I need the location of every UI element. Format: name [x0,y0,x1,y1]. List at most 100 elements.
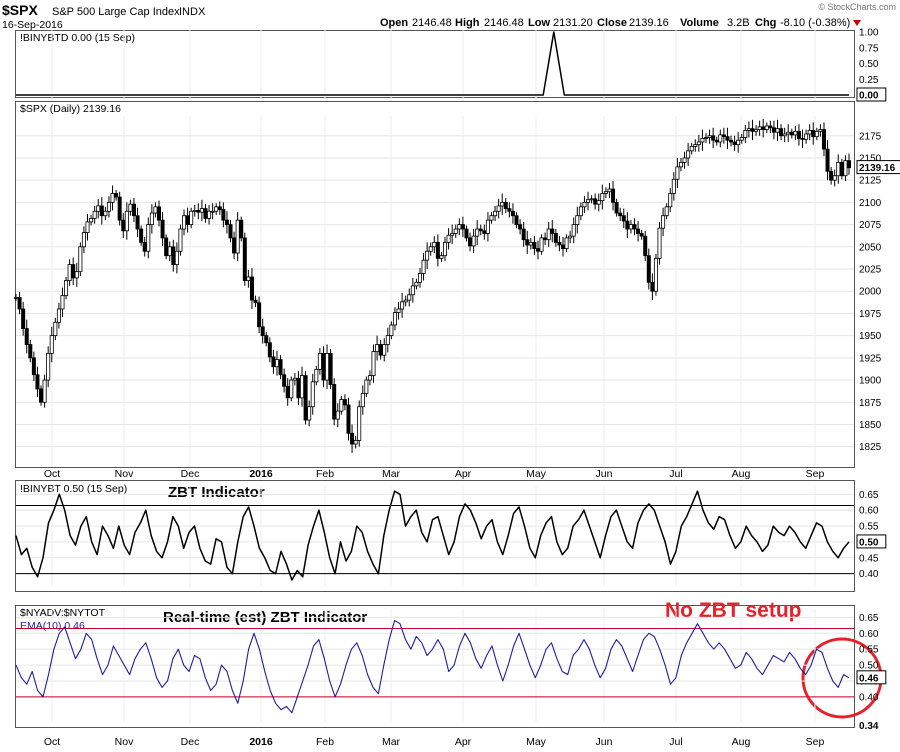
candle-body [650,281,655,292]
candle-body [550,228,555,234]
y-tick-label: 1975 [859,309,882,320]
candle-body [668,193,673,208]
legend-spx: $SPX (Daily) 2139.16 [20,103,121,115]
y-tick-label: 2025 [859,265,882,276]
candle-body [317,353,322,370]
down-arrow-icon [853,20,861,26]
candle-body [636,228,641,234]
y-tick-label: 2050 [859,242,882,253]
y-tick-label: 2175 [859,131,882,142]
candle-body [167,246,172,257]
y-tick-label: 0.60 [859,629,879,640]
candle-body [407,294,412,301]
last-value-box [856,87,887,102]
candle-body [528,241,533,246]
candle-body [782,133,787,137]
candle-body [314,368,319,383]
candle-body [217,206,222,210]
chart-date: 16-Sep-2016 [2,19,63,31]
candle-body [532,241,537,249]
candle-body [435,241,440,259]
x-tick-label: Aug [732,736,751,748]
panel-frame-spx [15,101,855,468]
chg-label: Chg [755,17,776,29]
candle-body [382,344,387,356]
candle-body [768,125,773,129]
exchange-label: INDX [179,6,206,18]
legend-zbt: !BINYBT 0.50 (15 Sep) [20,483,127,495]
last-value-box [856,670,887,685]
panel-frames [15,30,855,728]
y-tick-label: 1850 [859,420,882,431]
candle-body [35,374,40,390]
candle-body [267,342,272,358]
candle-body [239,219,244,239]
y-tick-label: 1925 [859,353,882,364]
candle-body [743,130,748,138]
candle-body [478,228,483,232]
candle-body [121,219,126,232]
candle-body [106,201,111,212]
low-value: 2131.20 [553,17,593,29]
candle-body [843,160,848,177]
y-tick-label: 2125 [859,176,882,187]
candle-body [703,137,708,139]
candle-body [117,196,122,221]
x-tick-label: Nov [115,736,134,748]
x-tick-label: May [526,468,547,480]
candle-body [450,233,455,236]
y-tick-label: 0.40 [859,569,879,580]
candle-body [21,308,26,329]
candle-body [707,135,712,138]
candle-body [578,206,583,217]
candle-body [754,129,759,132]
candle-body [114,193,119,198]
panel-frame-realtime [15,605,855,728]
candle-body [178,228,183,252]
candle-body [264,335,269,344]
candle-body [56,308,61,323]
candle-body [214,206,219,212]
candle-body [575,215,580,225]
candle-body [274,359,279,368]
candle-body [678,162,683,168]
axis-layer: 1.000.750.500.250.000.002175215021252100… [44,28,900,748]
x-tick-label: Dec [181,468,200,480]
candle-body [403,299,408,303]
candle-body [568,235,573,239]
candle-body [500,201,505,207]
candle-body [257,302,262,328]
candle-body [353,440,358,445]
candle-body [546,228,551,241]
candle-body [732,141,737,146]
candle-body [718,134,723,143]
y-tick-label: 0.50 [859,661,879,672]
candle-body [357,406,362,441]
candle-body [421,259,426,274]
candle-body [164,237,169,257]
candle-body [242,237,247,281]
candle-body [521,228,526,241]
candle-body [360,392,365,408]
candle-body [804,133,809,140]
candle-body [410,285,415,296]
candle-body [307,406,312,421]
legend-binybtd: !BINYBTD 0.00 (15 Sep) [20,32,135,44]
candle-body [639,233,644,237]
last-value-label: 0.46 [859,673,879,684]
candle-body [471,235,476,247]
candle-body [364,379,369,394]
candle-body [24,328,29,345]
candle-body [553,233,558,243]
candle-body [779,128,784,137]
candle-body [711,135,716,141]
candle-body [39,388,44,403]
y-tick-label: 1875 [859,398,882,409]
x-tick-label: Jul [669,468,682,480]
candle-body [221,209,226,221]
candle-body [342,399,347,406]
bottom-value-label: 0.34 [859,721,879,732]
quote-bar: Open 2146.48 High 2146.48 Low 2131.20 Cl… [380,17,850,29]
candle-body [736,139,741,146]
candle-body [746,128,751,131]
